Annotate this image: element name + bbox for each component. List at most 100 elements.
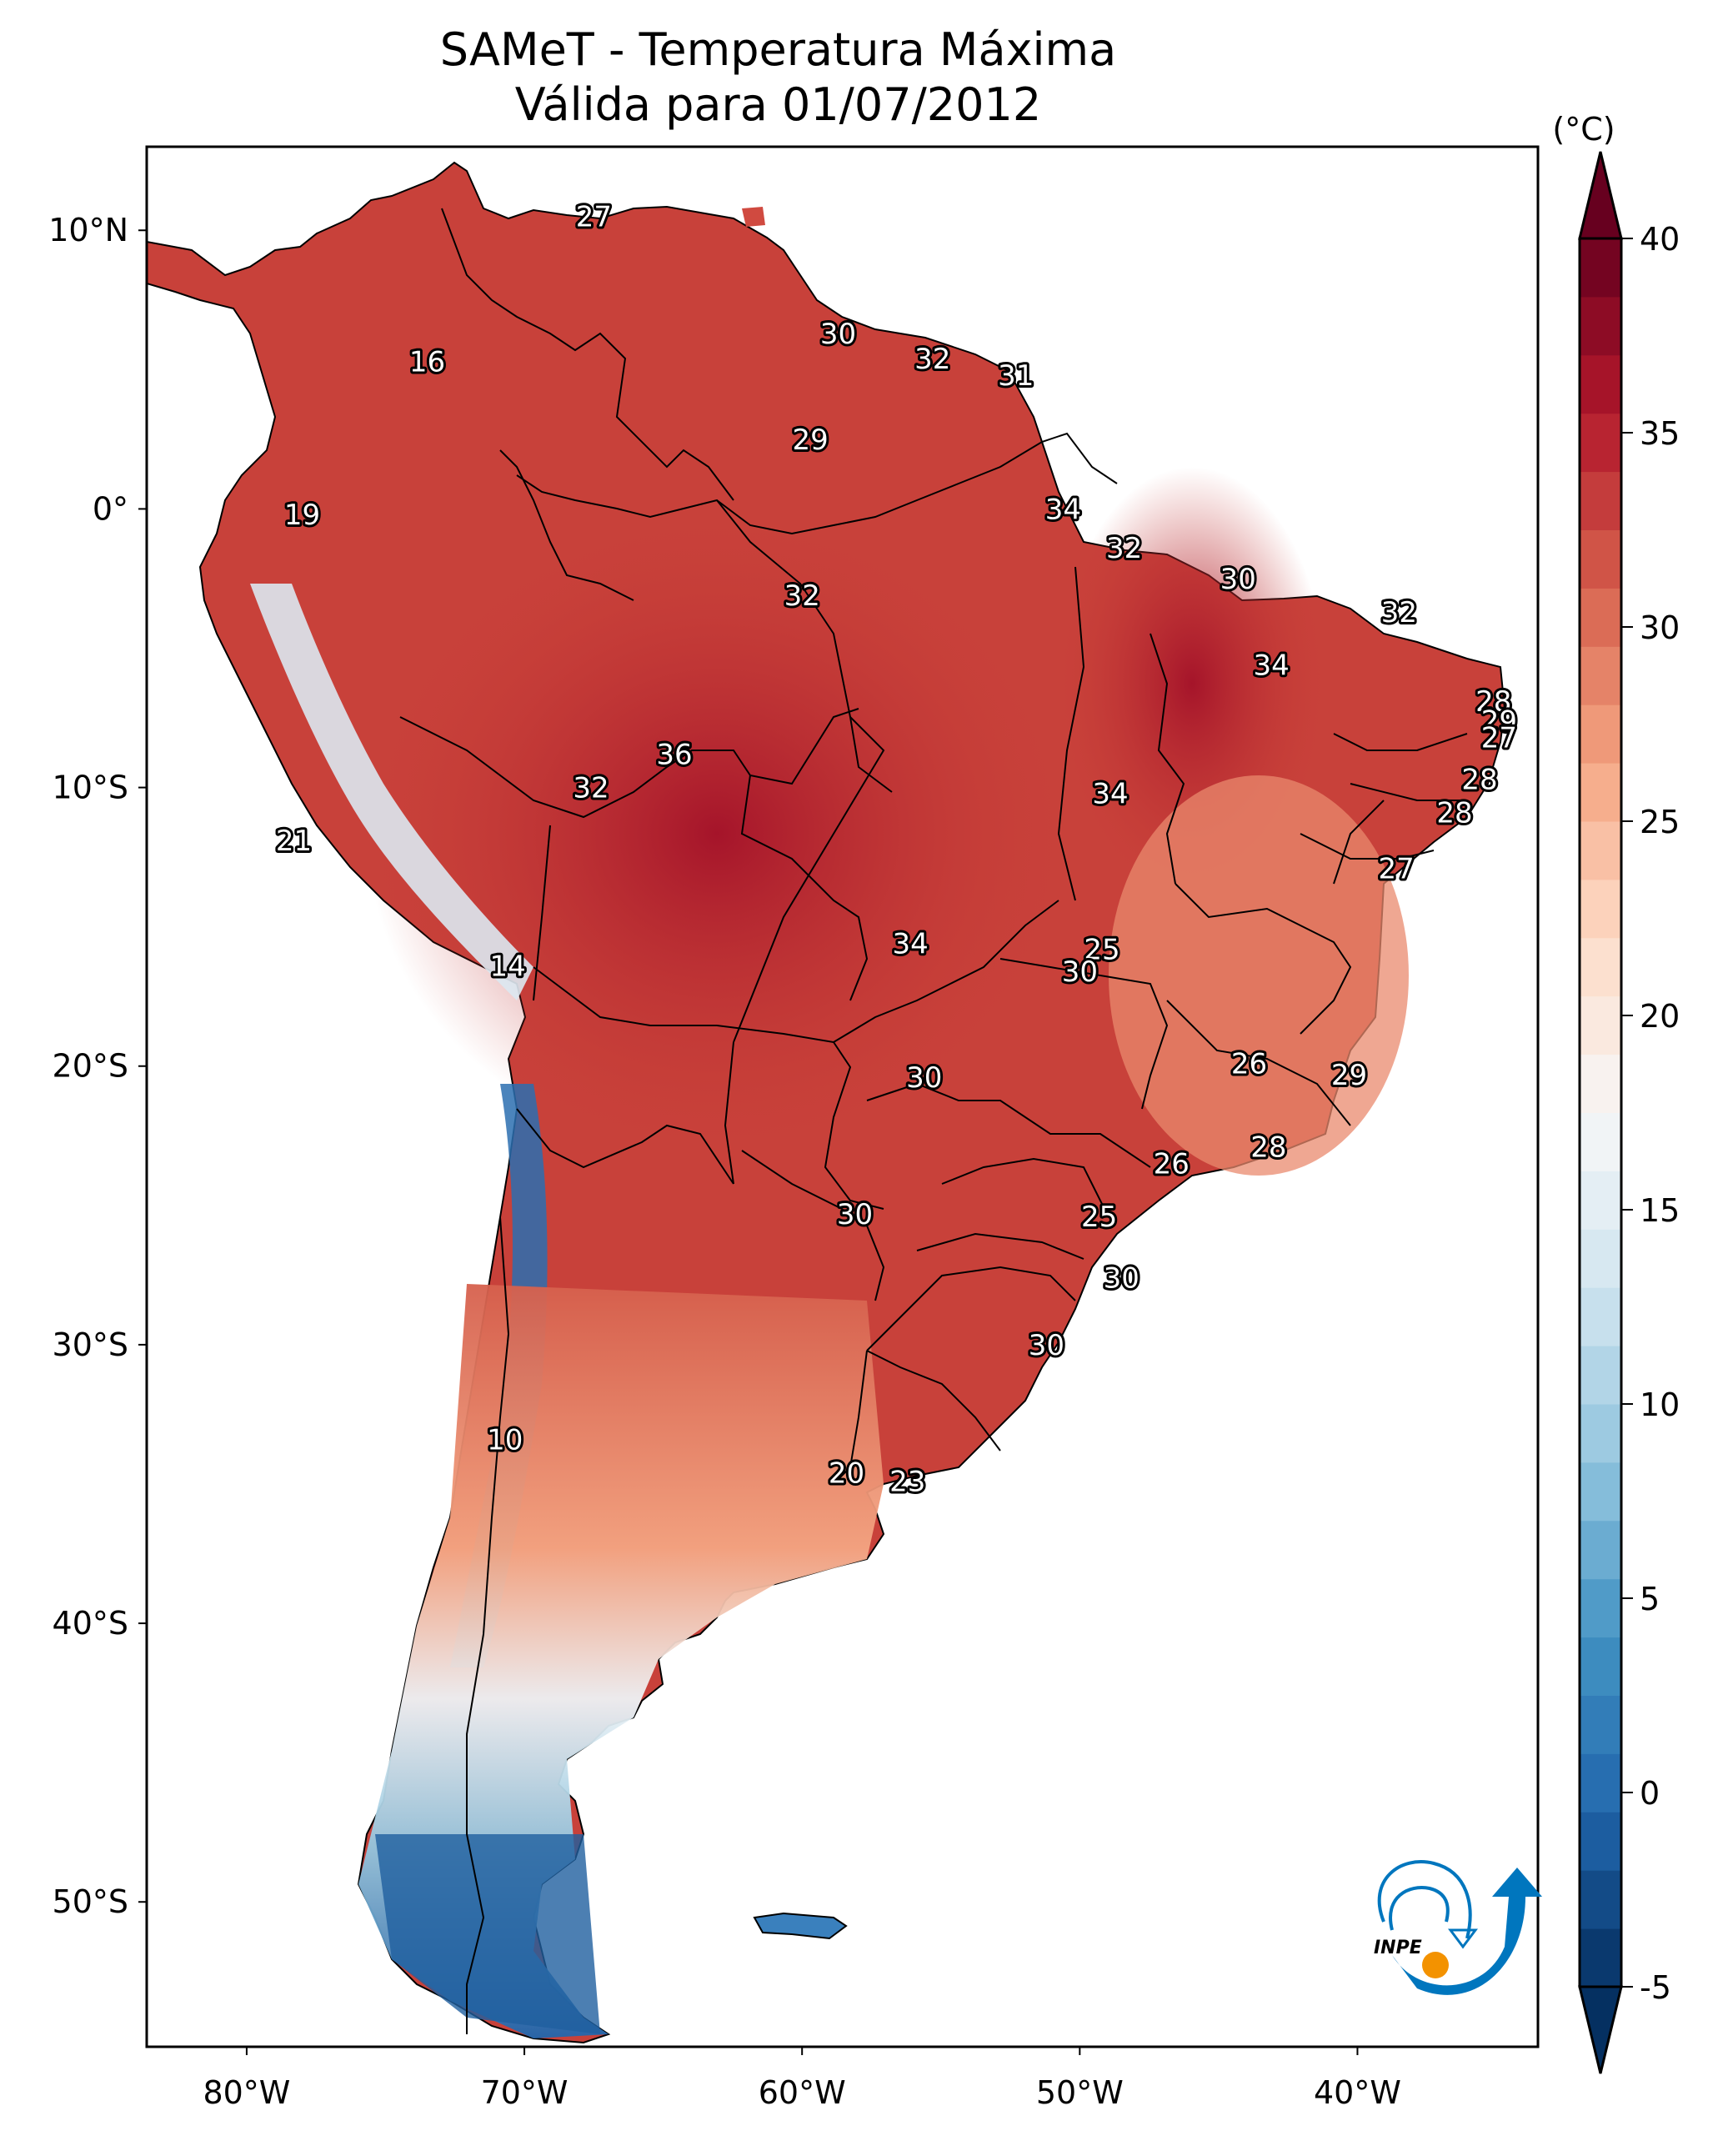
colorbar-tick-label: 5 bbox=[1640, 1581, 1660, 1617]
logo-orbit-arc-inner bbox=[1389, 1886, 1450, 1931]
temperature-label: 14 bbox=[489, 950, 525, 983]
colorbar-band bbox=[1580, 1112, 1621, 1171]
temperature-label: 23 bbox=[889, 1466, 925, 1499]
temperature-label: 28 bbox=[1475, 685, 1511, 719]
temperature-label: 26 bbox=[1154, 1148, 1190, 1181]
x-tick-label: 60°W bbox=[759, 2074, 846, 2111]
temperature-label: 32 bbox=[914, 343, 950, 376]
y-tick-label: 10°N bbox=[48, 212, 128, 248]
colorbar-band bbox=[1580, 937, 1621, 997]
temperature-label: 30 bbox=[1220, 563, 1256, 596]
warm-region-amazon bbox=[367, 517, 1067, 1151]
colorbar-band bbox=[1580, 588, 1621, 647]
colorbar-tick-label: -5 bbox=[1640, 1969, 1671, 2006]
temperature-label: 29 bbox=[1481, 704, 1517, 738]
colorbar-unit-label: (°C) bbox=[1552, 111, 1615, 148]
falkland-islands bbox=[753, 1912, 848, 1940]
logo-orange-dot bbox=[1422, 1952, 1449, 1978]
y-tick-label: 50°S bbox=[53, 1883, 128, 1920]
inpe-logo: INPE bbox=[1374, 1860, 1542, 1995]
temperature-label: 34 bbox=[1045, 493, 1081, 526]
colorbar-band bbox=[1580, 1753, 1621, 1813]
colorbar-band bbox=[1580, 354, 1621, 414]
temperature-label: 19 bbox=[284, 499, 320, 532]
x-tick-label: 80°W bbox=[203, 2074, 290, 2111]
temperature-label: 28 bbox=[1250, 1131, 1286, 1165]
colorbar-band bbox=[1580, 471, 1621, 530]
temperature-label: 34 bbox=[1092, 777, 1128, 810]
map-frame bbox=[145, 145, 1540, 2048]
mild-region-southeast bbox=[1109, 775, 1409, 1176]
y-tick-label: 30°S bbox=[53, 1326, 128, 1363]
colorbar-band bbox=[1580, 1229, 1621, 1288]
colorbar-tick-label: 0 bbox=[1640, 1775, 1660, 1812]
temperature-label: 10 bbox=[487, 1424, 523, 1457]
colorbar-band bbox=[1580, 1578, 1621, 1638]
colorbar-frame bbox=[1578, 237, 1623, 1988]
colorbar-band bbox=[1580, 1404, 1621, 1463]
logo-swoosh-arrow bbox=[1392, 1868, 1542, 1995]
colorbar-band bbox=[1580, 879, 1621, 939]
temperature-label: 28 bbox=[1461, 764, 1497, 797]
temperature-label: 25 bbox=[1081, 1201, 1117, 1234]
temperature-label: 30 bbox=[1062, 955, 1098, 989]
colorbar-band bbox=[1580, 995, 1621, 1055]
temperature-label: 29 bbox=[793, 424, 829, 457]
colorbar-band bbox=[1580, 1637, 1621, 1696]
patagonia-cold-region bbox=[375, 1834, 600, 2034]
x-axis: 80°W 70°W 60°W 50°W 40°W bbox=[203, 2047, 1401, 2111]
colorbar-tick-label: 15 bbox=[1640, 1192, 1680, 1229]
temperature-label: 21 bbox=[276, 825, 312, 858]
temperature-label: 30 bbox=[837, 1198, 873, 1231]
andes-cold-strip-south bbox=[450, 1084, 548, 1667]
temperature-label: 32 bbox=[1106, 532, 1142, 565]
colorbar-band bbox=[1580, 1171, 1621, 1230]
temperature-label: 34 bbox=[1254, 649, 1290, 683]
temperature-label: 16 bbox=[409, 345, 445, 379]
country-borders bbox=[399, 208, 1468, 2034]
logo-orbit-arc-outer bbox=[1377, 1860, 1472, 1939]
y-tick-label: 0° bbox=[93, 490, 128, 527]
temperature-label: 34 bbox=[892, 928, 928, 961]
y-axis: 10°N 0° 10°S 20°S 30°S 40°S 50°S bbox=[48, 212, 147, 1920]
colorbar-band bbox=[1580, 1462, 1621, 1522]
y-tick-label: 40°S bbox=[53, 1605, 128, 1642]
colorbar-tick-label: 20 bbox=[1640, 998, 1680, 1035]
temperature-label: 28 bbox=[1436, 797, 1472, 830]
y-tick-label: 20°S bbox=[53, 1048, 128, 1085]
colorbar-extend-max-arrow bbox=[1578, 151, 1623, 240]
colorbar-band bbox=[1580, 646, 1621, 705]
colorbar-band bbox=[1580, 238, 1621, 298]
x-tick-label: 50°W bbox=[1036, 2074, 1124, 2111]
colorbar-band bbox=[1580, 413, 1621, 473]
temperature-label: 30 bbox=[1104, 1262, 1139, 1296]
trinidad-island bbox=[742, 207, 765, 227]
chart-title: SAMeT - Temperatura Máxima bbox=[439, 23, 1117, 76]
colorbar-tick-label: 40 bbox=[1640, 221, 1680, 258]
colorbar-band bbox=[1580, 1695, 1621, 1754]
temperature-labels: 2716193032312934323230343228292728282736… bbox=[273, 198, 1520, 1502]
temperature-label: 29 bbox=[1331, 1059, 1367, 1092]
temperature-label: 25 bbox=[1084, 933, 1119, 966]
temperature-label: 26 bbox=[1231, 1047, 1267, 1081]
colorbar-band bbox=[1580, 821, 1621, 880]
temperature-label: 30 bbox=[906, 1061, 942, 1095]
colorbar-tick-label: 30 bbox=[1640, 609, 1680, 646]
colorbar-band bbox=[1580, 1870, 1621, 1929]
temperature-label: 31 bbox=[998, 359, 1034, 393]
colorbar-extend-min-arrow bbox=[1578, 1985, 1623, 2074]
temperature-label: 32 bbox=[573, 772, 609, 805]
temperature-label: 20 bbox=[829, 1457, 864, 1491]
temperature-label: 32 bbox=[1381, 596, 1417, 629]
colorbar-band bbox=[1580, 1287, 1621, 1346]
colorbar-band bbox=[1580, 1346, 1621, 1405]
temperature-label: 32 bbox=[784, 579, 820, 613]
logo-text: INPE bbox=[1374, 1938, 1422, 1958]
logo-down-arrow bbox=[1448, 1928, 1478, 1949]
map-area bbox=[147, 161, 1506, 2044]
temperature-label: 30 bbox=[820, 318, 856, 351]
temperature-label: 27 bbox=[1481, 721, 1517, 755]
chart-subtitle: Válida para 01/07/2012 bbox=[514, 78, 1042, 131]
temperature-label: 36 bbox=[656, 738, 692, 771]
